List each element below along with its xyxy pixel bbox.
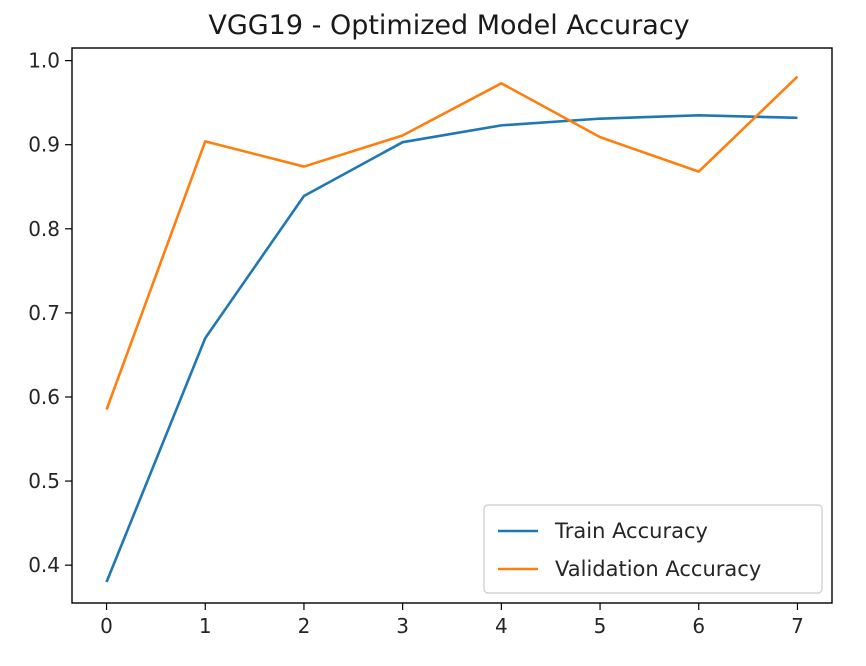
x-tick-label: 0: [100, 614, 113, 638]
x-tick-label: 1: [199, 614, 212, 638]
y-tick-label: 0.5: [28, 469, 60, 493]
x-tick-label: 5: [594, 614, 607, 638]
validation-accuracy-line: [105, 75, 799, 411]
legend: Train Accuracy Validation Accuracy: [483, 504, 823, 594]
y-tick-label: 0.4: [28, 553, 60, 577]
legend-box: [483, 504, 823, 594]
x-tick-label: 4: [495, 614, 508, 638]
y-tick-label: 0.9: [28, 133, 60, 157]
legend-label-validation-accuracy: Validation Accuracy: [555, 557, 761, 581]
y-tick-label: 1.0: [28, 49, 60, 73]
chart-title: VGG19 - Optimized Model Accuracy: [208, 10, 689, 41]
y-tick-label: 0.6: [28, 385, 60, 409]
x-tick-label: 3: [396, 614, 409, 638]
train-accuracy-line: [105, 113, 798, 583]
legend-label-train-accuracy: Train Accuracy: [554, 519, 708, 543]
x-tick-label: 7: [791, 614, 804, 638]
plot-area-frame: [71, 47, 833, 604]
x-tick-label: 6: [692, 614, 705, 638]
y-tick-label: 0.8: [28, 217, 60, 241]
x-tick-label: 2: [298, 614, 311, 638]
y-tick-label: 0.7: [28, 301, 60, 325]
